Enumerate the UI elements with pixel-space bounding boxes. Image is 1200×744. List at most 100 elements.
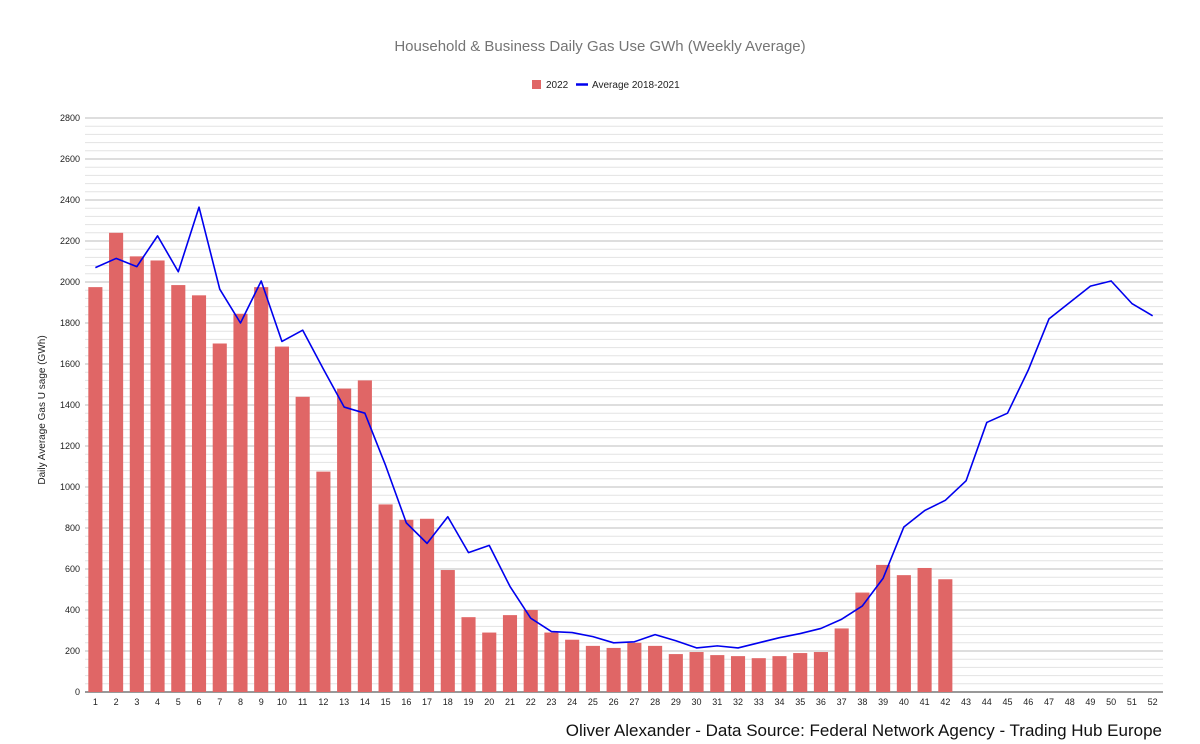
x-tick-label: 23 (546, 697, 556, 707)
x-tick-label: 10 (277, 697, 287, 707)
y-tick-label: 1800 (60, 318, 80, 328)
x-tick-label: 5 (176, 697, 181, 707)
bar-2022-week-3 (129, 256, 144, 692)
x-tick-label: 40 (899, 697, 909, 707)
bar-2022-week-42 (938, 579, 953, 692)
x-tick-label: 52 (1148, 697, 1158, 707)
legend: 2022 Average 2018-2021 (532, 80, 680, 91)
x-tick-label: 27 (629, 697, 639, 707)
x-tick-label: 6 (197, 697, 202, 707)
x-tick-label: 37 (837, 697, 847, 707)
x-tick-label: 28 (650, 697, 660, 707)
bar-2022-week-41 (917, 567, 932, 692)
bar-2022-week-8 (233, 313, 248, 692)
y-tick-label: 600 (65, 564, 80, 574)
y-tick-label: 1400 (60, 400, 80, 410)
x-tick-label: 14 (360, 697, 370, 707)
x-tick-label: 44 (982, 697, 992, 707)
x-tick-label: 2 (114, 697, 119, 707)
x-tick-label: 36 (816, 697, 826, 707)
bar-2022-week-5 (171, 285, 186, 692)
x-tick-label: 11 (298, 697, 307, 707)
x-tick-label: 25 (588, 697, 598, 707)
x-tick-label: 8 (238, 697, 243, 707)
x-tick-label: 7 (217, 697, 222, 707)
x-tick-label: 15 (381, 697, 391, 707)
x-tick-label: 3 (134, 697, 139, 707)
y-axis-ticks: 0 200 400 600 800 1000 1200 1400 1600 1800 2000 220… (60, 113, 80, 697)
y-axis-title: Daily Average Gas U sage (GWh) (37, 335, 48, 484)
x-tick-label: 21 (505, 697, 515, 707)
bar-2022-week-30 (689, 652, 704, 692)
bar-series-2022 (88, 232, 953, 693)
x-tick-label: 18 (443, 697, 453, 707)
bar-2022-week-9 (254, 287, 269, 692)
bar-2022-week-23 (544, 632, 559, 692)
y-tick-label: 2800 (60, 113, 80, 123)
y-tick-label: 2600 (60, 154, 80, 164)
x-tick-label: 30 (692, 697, 702, 707)
x-tick-label: 45 (1003, 697, 1013, 707)
x-tick-label: 48 (1065, 697, 1075, 707)
x-tick-label: 16 (401, 697, 411, 707)
bar-2022-week-6 (191, 295, 207, 692)
bar-2022-week-38 (855, 592, 870, 692)
x-tick-label: 41 (920, 697, 930, 707)
bar-2022-week-19 (461, 617, 476, 692)
bar-2022-week-16 (399, 519, 414, 692)
y-tick-label: 2000 (60, 277, 80, 287)
line-series-average (95, 206, 1154, 649)
x-tick-label: 47 (1044, 697, 1054, 707)
bar-2022-week-22 (523, 610, 538, 692)
bar-2022-week-26 (606, 647, 621, 692)
y-tick-label: 2400 (60, 195, 80, 205)
x-tick-label: 38 (857, 697, 867, 707)
bar-2022-week-35 (793, 653, 808, 692)
x-tick-label: 4 (155, 697, 160, 707)
x-tick-label: 31 (712, 697, 722, 707)
bar-2022-week-10 (274, 346, 289, 692)
x-tick-label: 26 (609, 697, 619, 707)
x-tick-label: 46 (1023, 697, 1033, 707)
x-tick-label: 35 (795, 697, 805, 707)
bar-2022-week-12 (316, 471, 331, 692)
bar-2022-week-11 (295, 396, 310, 692)
bar-2022-week-24 (565, 639, 580, 692)
legend-label-2022: 2022 (546, 80, 569, 91)
x-tick-label: 34 (774, 697, 784, 707)
bar-2022-week-4 (150, 260, 165, 692)
x-tick-label: 13 (339, 697, 349, 707)
x-tick-label: 24 (567, 697, 577, 707)
y-tick-label: 0 (75, 687, 80, 697)
bar-2022-week-1 (88, 287, 103, 692)
source-credit: Oliver Alexander - Data Source: Federal … (566, 721, 1162, 740)
chart-title: Household & Business Daily Gas Use GWh (… (394, 38, 805, 55)
x-axis-ticks: 1 2 3 4 5 6 7 8 9 10 11 12 13 14 15 16 17 18 19 20 21 22 23 24 2… (93, 697, 1158, 707)
bar-2022-week-33 (751, 658, 766, 692)
x-tick-label: 1 (93, 697, 98, 707)
bar-2022-week-25 (585, 645, 600, 692)
y-tick-label: 1000 (60, 482, 80, 492)
bar-2022-week-2 (109, 232, 124, 693)
bar-2022-week-39 (876, 564, 891, 692)
x-tick-label: 9 (259, 697, 264, 707)
x-tick-label: 39 (878, 697, 888, 707)
bar-2022-week-34 (772, 656, 787, 692)
bar-2022-week-37 (834, 628, 849, 692)
bar-2022-week-40 (896, 575, 911, 692)
x-tick-label: 19 (464, 697, 474, 707)
bar-2022-week-21 (502, 615, 518, 692)
y-tick-label: 200 (65, 646, 80, 656)
bar-2022-week-27 (627, 642, 642, 692)
bar-2022-week-18 (440, 570, 455, 692)
x-tick-label: 50 (1106, 697, 1116, 707)
average-2018-2021-line (95, 206, 1154, 649)
bar-2022-week-14 (357, 380, 372, 692)
x-tick-label: 49 (1085, 697, 1095, 707)
y-tick-label: 800 (65, 523, 80, 533)
bar-2022-week-13 (337, 388, 352, 692)
y-tick-label: 400 (65, 605, 80, 615)
y-tick-label: 2200 (60, 236, 80, 246)
bar-2022-week-29 (668, 654, 683, 692)
